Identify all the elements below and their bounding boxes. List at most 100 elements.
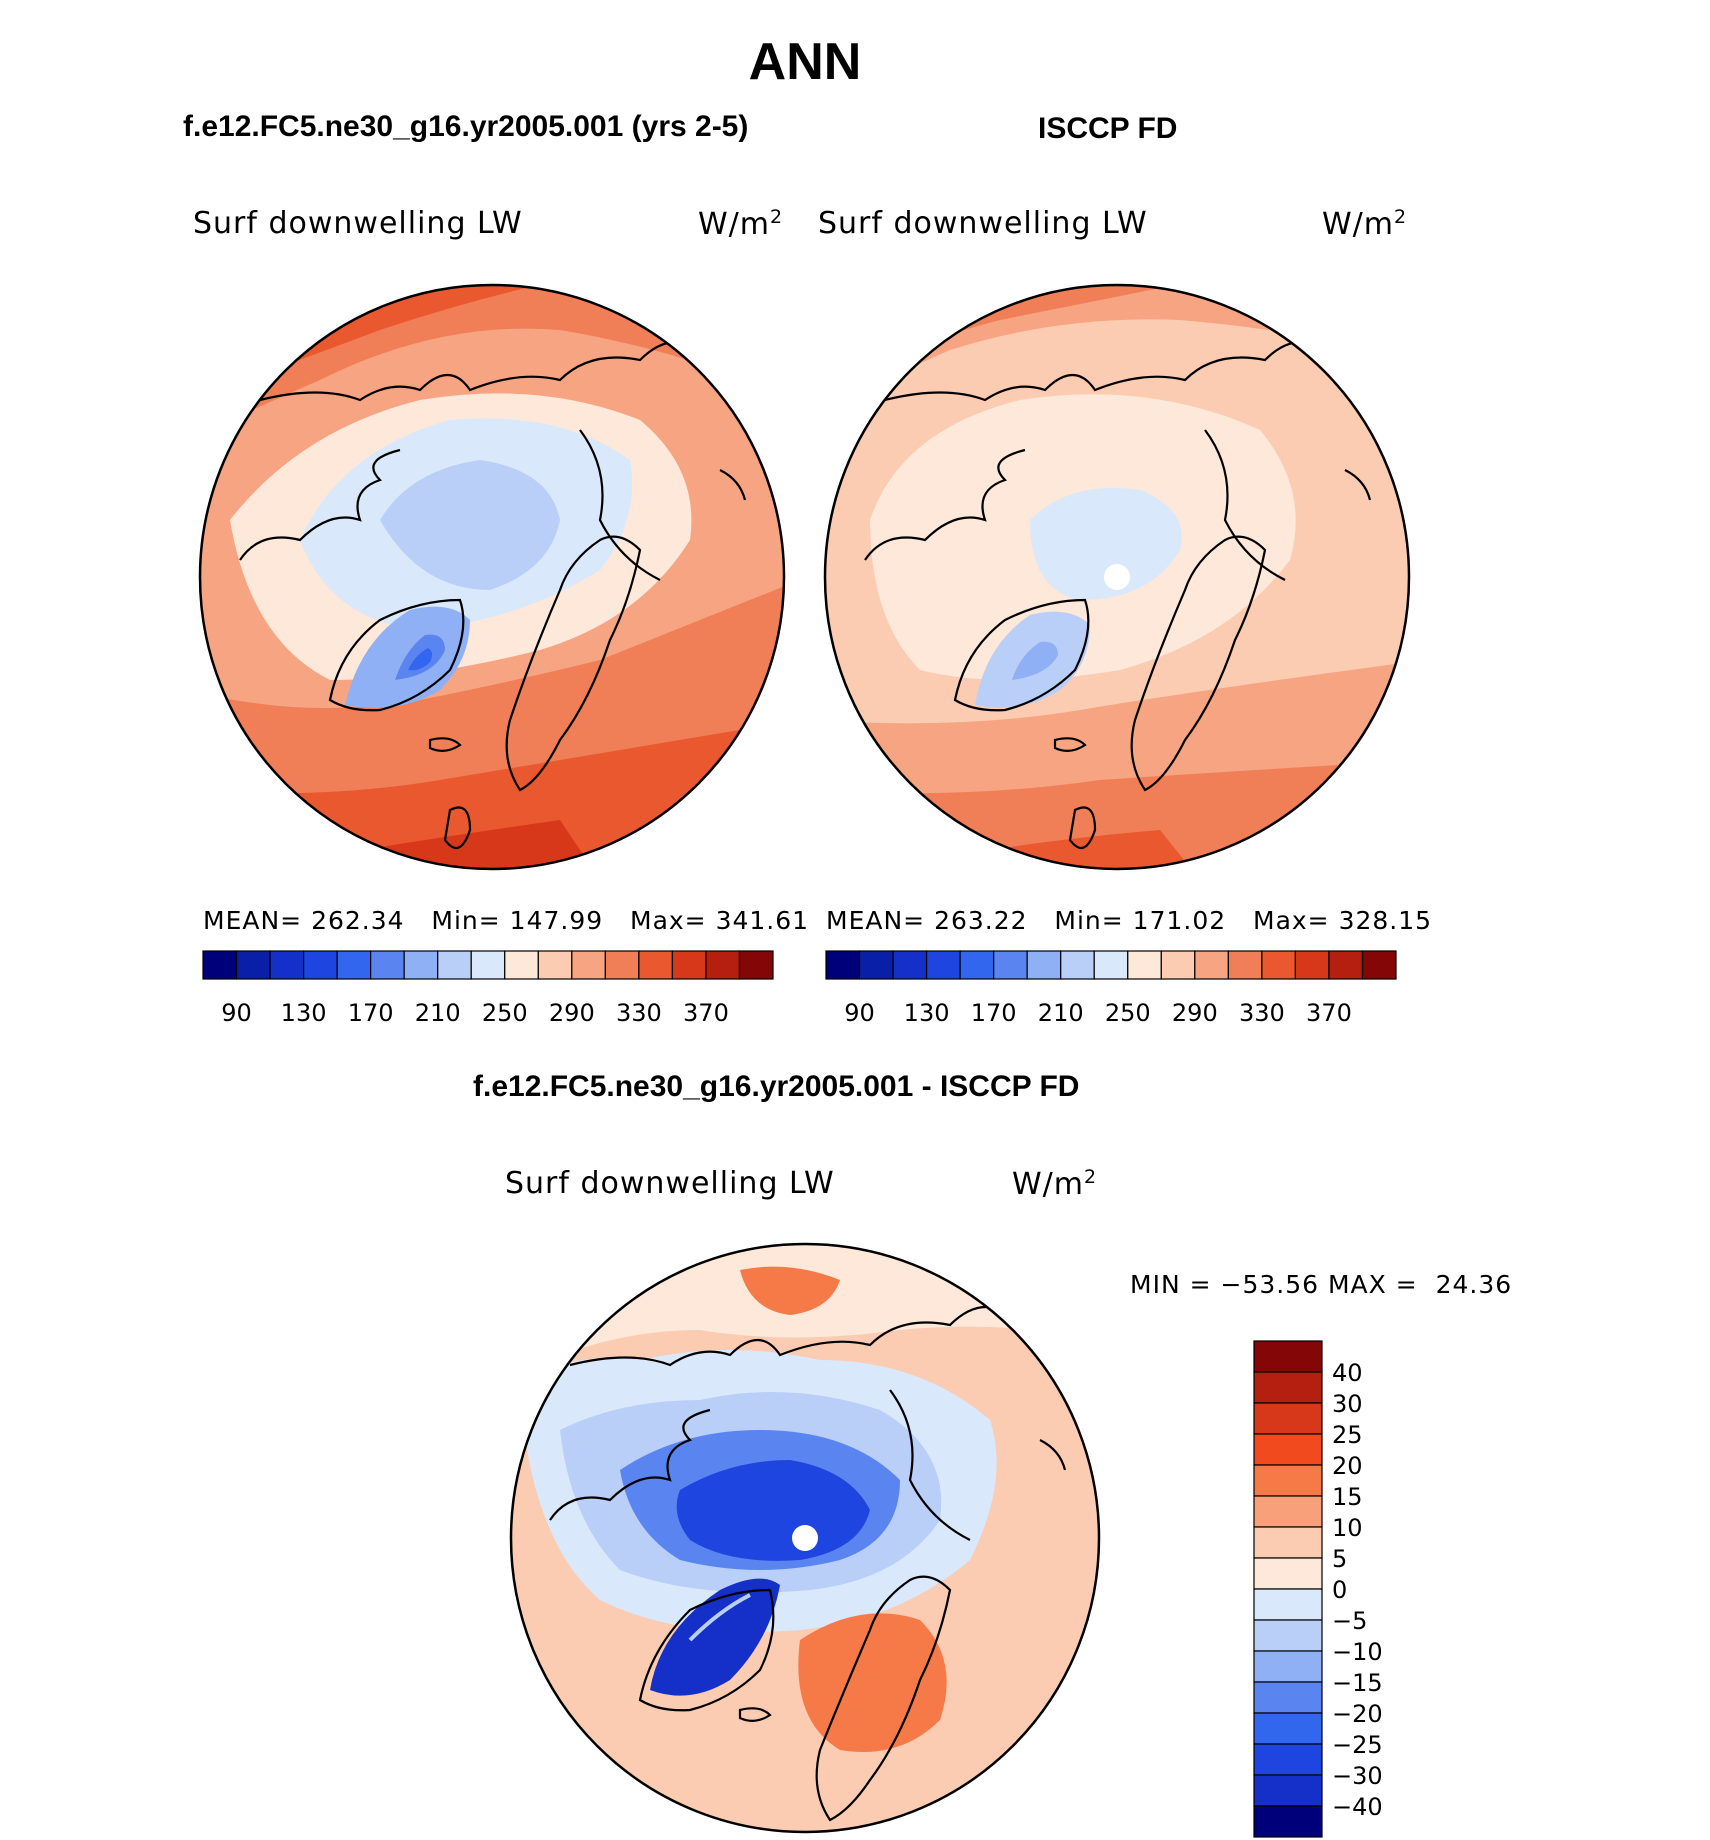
panel2-colorbar: 90 130 170 210 250 290 330 370 [825,950,1397,1027]
panel2-colorbar-tick-label: 90 [844,999,875,1027]
panel3-missing-data-pole [792,1525,818,1551]
panel2-region-greenland-core [1012,641,1058,680]
panel2-colorbar-swatch [959,950,995,980]
panel3-colorbar-tick-label: −25 [1332,1731,1383,1759]
panel2-units: W/m [1322,207,1394,242]
panel3-stats: MIN = −53.56 MAX = 24.36 [1130,1270,1512,1299]
panel1-region-greenland-peak [408,648,433,671]
panel3-colorbar-tick-label: −30 [1332,1762,1383,1790]
panel2-colorbar-swatch [993,950,1028,980]
panel2-colorbar-tick-label: 290 [1172,999,1218,1027]
panel3-colorbar-swatch [1253,1495,1323,1528]
panel2-max-label: Max= [1253,906,1330,935]
panel3-coastlines [549,1305,1067,1822]
panel1-colorbar: 90 130 170 210 250 290 330 370 [202,950,774,1027]
page-title: ANN [748,33,862,91]
panel1-colorbar-swatch [705,950,741,980]
panel1-units-exp: 2 [770,206,784,228]
panel3-colorbar-tick-label: 30 [1332,1390,1363,1418]
panel3-colorbar-swatch [1253,1743,1323,1776]
panel2-colorbar-swatch [1060,950,1095,980]
panel3-colorbar-swatch [1253,1464,1323,1497]
panel1-colorbar-swatch [671,950,707,980]
panel3-colorbar-tick-label: −40 [1332,1793,1383,1821]
panel2-colorbar-tick-label: 370 [1306,999,1352,1027]
panel2-colorbar-tick-label: 130 [904,999,950,1027]
panel2-title: ISCCP FD [1038,112,1178,145]
panel2-map [825,285,1409,869]
panel3-colorbar-tick-label: 10 [1332,1514,1363,1542]
panel1-colorbar-swatch [235,950,271,980]
panel1-colorbar-tick-label: 170 [348,999,394,1027]
panel1-units-label: W/m2 [698,206,783,242]
panel2-colorbar-swatch [1026,950,1062,980]
panel1-colorbar-tick-label: 370 [683,999,729,1027]
panel3-colorbar-tick-label: 25 [1332,1421,1363,1449]
panel2-map-border [823,283,1411,871]
panel1-colorbar-swatch [202,950,238,980]
panel3-colorbar-swatch [1253,1526,1323,1559]
panel1-max: 341.61 [715,906,810,935]
panel2-colorbar-swatch [1127,950,1162,980]
panel1-colorbar-tick-label: 210 [415,999,461,1027]
panel1-colorbar-swatch [571,950,606,980]
panel3-colorbar-swatch [1253,1588,1323,1621]
panel3-colorbar: 40 30 25 20 15 10 5 0 −5 −10 −15 −20 −25 −30 −40 [1253,1340,1383,1838]
panel1-max-label: Max= [630,906,707,935]
panel1-colorbar-tick-label: 330 [616,999,662,1027]
panel2-colorbar-swatch [1361,950,1397,980]
panel3-colorbar-tick-label: 0 [1332,1576,1347,1604]
panel1-map [200,285,784,869]
panel1-mean: 262.34 [311,906,405,935]
panel1-colorbar-tick-label: 90 [221,999,252,1027]
panel1-colorbar-swatch [437,950,472,980]
panel3-colorbar-tick-label: 40 [1332,1359,1363,1387]
panel3-region-minus-25 [676,1460,870,1561]
panel1-colorbar-swatch [638,950,674,980]
panel1-min-label: Min= [431,906,501,935]
panel1-colorbar-swatch [302,950,338,980]
panel1-stats: MEAN= 262.34 Min= 147.99 Max= 341.61 [203,906,809,935]
panel2-colorbar-swatch [1160,950,1196,980]
panel3-region-barents-plus [798,1613,947,1752]
panel2-mean-label: MEAN= [826,906,926,935]
panel3-colorbar-tick-label: −5 [1332,1607,1367,1635]
panel1-min: 147.99 [509,906,604,935]
panel2-colorbar-swatch [925,950,961,980]
panel3-colorbar-tick-label: −15 [1332,1669,1383,1697]
panel1-colorbar-tick-label: 250 [482,999,528,1027]
panel2-max: 328.15 [1338,906,1433,935]
panel2-variable-label: Surf downwelling LW [818,206,1148,241]
panel1-units: W/m [698,207,770,242]
panel2-colorbar-swatch [858,950,894,980]
panel3-colorbar-swatch [1253,1557,1323,1590]
panel1-colorbar-swatch [403,950,439,980]
panel3-max-label: MAX = [1327,1270,1418,1299]
panel2-mean: 263.22 [934,906,1028,935]
panel1-colorbar-swatch [504,950,539,980]
panel3-colorbar-swatch [1253,1650,1323,1683]
panel3-colorbar-swatch [1253,1433,1323,1466]
panel2-colorbar-tick-label: 170 [971,999,1017,1027]
panel2-colorbar-swatch [1093,950,1129,980]
panel3-min-label: MIN = [1130,1270,1212,1299]
panel3-colorbar-swatch [1253,1340,1323,1373]
panel2-colorbar-tick-label: 250 [1105,999,1151,1027]
panel3-colorbar-swatch [1253,1402,1323,1435]
panel1-colorbar-swatch [537,950,573,980]
panel1-mean-label: MEAN= [203,906,303,935]
panel3-colorbar-swatch [1253,1371,1323,1404]
panel1-colorbar-swatch [336,950,372,980]
panel2-colorbar-tick-label: 210 [1038,999,1084,1027]
panel1-coastlines [239,340,747,850]
panel1-region-arctic-ocean [380,460,560,590]
panel3-units-label: W/m2 [1012,1166,1097,1202]
panel2-colorbar-swatch [1294,950,1330,980]
panel2-colorbar-swatch [1194,950,1229,980]
panel2-colorbar-swatch [892,950,928,980]
panel1-colorbar-swatch [470,950,506,980]
panel1-map-border [198,283,786,871]
panel3-colorbar-tick-label: −10 [1332,1638,1383,1666]
panel1-colorbar-swatch [370,950,405,980]
